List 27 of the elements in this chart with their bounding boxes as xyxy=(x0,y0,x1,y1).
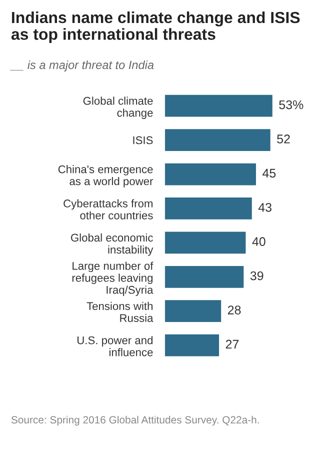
source-note: Source: Spring 2016 Global Attitudes Survey. Q22a-h. xyxy=(11,416,259,426)
y-tick-label: China's emergence as a world power xyxy=(58,165,154,188)
y-tick-label: Global climate change xyxy=(83,96,153,119)
chart-subtitle: __ is a major threat to India xyxy=(10,60,154,72)
bar xyxy=(164,162,258,187)
bar xyxy=(164,230,248,255)
y-tick-label: U.S. power and influence xyxy=(77,336,153,356)
chart-title: Indians name climate change and ISIS as top international threats xyxy=(11,11,300,44)
bar xyxy=(164,196,254,221)
data-label: 28 xyxy=(228,306,241,314)
data-label: 43 xyxy=(258,202,272,212)
data-label: 27 xyxy=(226,340,239,349)
bar xyxy=(164,332,220,358)
y-tick-label: Cyberattacks from other countries xyxy=(64,199,153,220)
data-label: 40 xyxy=(252,237,266,246)
y-tick-label: Tensions with Russia xyxy=(86,302,154,322)
y-tick-label: ISIS xyxy=(133,136,153,144)
bar xyxy=(164,94,274,118)
data-label: 39 xyxy=(250,271,264,280)
y-tick-label: Large number of refugees leaving Iraq/Syria xyxy=(72,262,154,296)
data-label: 53% xyxy=(279,100,304,110)
bar xyxy=(164,128,272,152)
data-label: 52 xyxy=(277,134,290,144)
bar xyxy=(164,264,246,290)
y-tick-label: Global economic instability xyxy=(71,233,154,256)
bar xyxy=(164,298,222,324)
data-label: 45 xyxy=(262,168,276,178)
